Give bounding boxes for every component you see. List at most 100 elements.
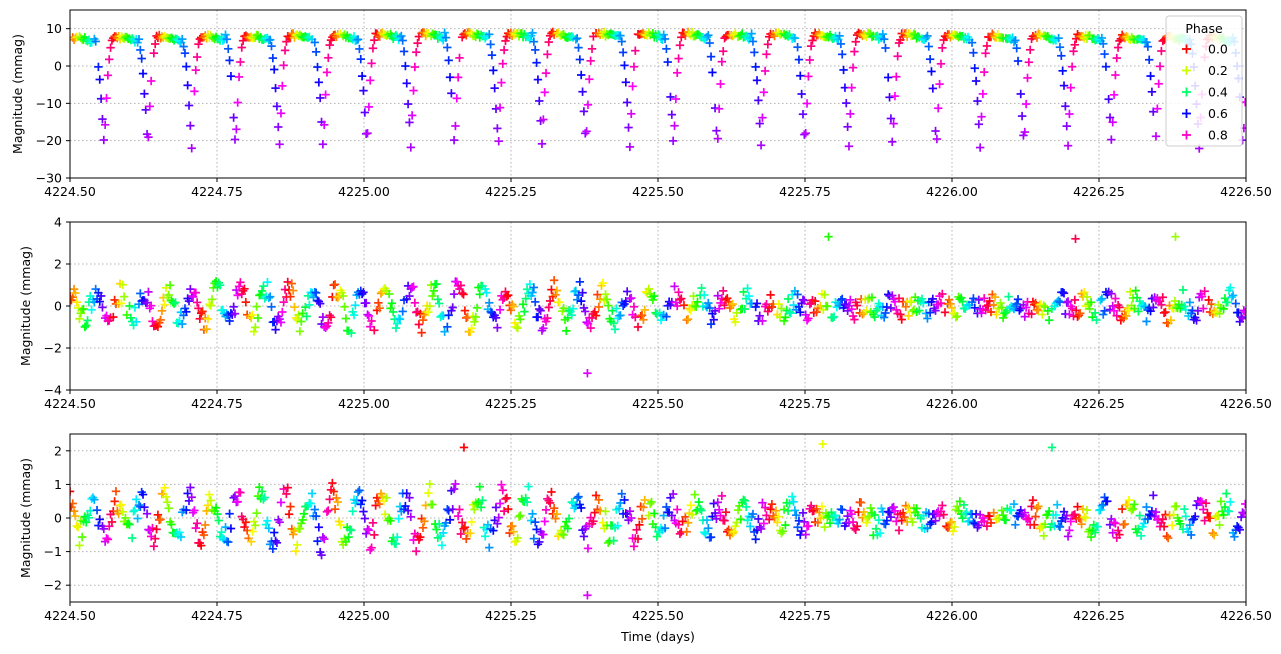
- data-point: [275, 140, 284, 149]
- panel-bottom: 4224.50 4224.75 4225.00 4225.25 4225.50 4225.…: [18, 433, 1272, 644]
- data-point: [696, 504, 705, 514]
- data-point: [1062, 298, 1071, 307]
- data-point: [760, 503, 770, 512]
- data-point: [568, 304, 578, 313]
- data-point: [125, 301, 134, 311]
- data-point: [760, 66, 770, 76]
- data-point: [650, 509, 659, 518]
- data-point: [508, 521, 517, 531]
- data-point: [397, 31, 406, 41]
- data-point: [529, 283, 539, 292]
- data-point: [770, 513, 779, 522]
- data-point: [1199, 304, 1208, 313]
- data-point: [1196, 496, 1205, 506]
- data-point: [199, 530, 209, 540]
- data-point: [759, 88, 768, 97]
- data-point: [892, 517, 901, 526]
- data-point: [875, 528, 885, 538]
- data-point: [825, 518, 835, 528]
- data-point: [344, 532, 353, 542]
- data-point: [229, 302, 238, 311]
- data-point: [1168, 521, 1177, 530]
- data-point: [794, 55, 804, 64]
- data-point: [148, 523, 157, 533]
- data-point: [425, 302, 434, 311]
- data-point: [248, 310, 257, 320]
- data-point: [706, 532, 716, 542]
- data-point: [149, 48, 159, 58]
- data-point: [1147, 506, 1157, 516]
- legend-label: 0.0: [1208, 42, 1228, 57]
- data-point: [793, 290, 802, 299]
- data-point: [549, 276, 559, 285]
- data-point: [164, 290, 173, 300]
- data-point: [727, 301, 736, 310]
- data-point: [364, 525, 374, 535]
- data-point: [225, 316, 234, 326]
- data-point: [1028, 496, 1038, 505]
- data-point: [1126, 287, 1135, 296]
- data-point: [445, 515, 455, 524]
- data-point: [1105, 113, 1115, 122]
- data-point: [631, 312, 640, 322]
- data-point: [779, 505, 789, 514]
- data-point: [631, 46, 640, 55]
- data-point: [549, 503, 559, 513]
- data-point: [881, 520, 890, 529]
- data-point: [267, 41, 276, 51]
- data-point: [997, 303, 1007, 312]
- data-point: [535, 96, 544, 106]
- data-point: [702, 515, 712, 525]
- data-point: [310, 38, 319, 47]
- data-point: [341, 537, 351, 547]
- data-point: [980, 67, 989, 77]
- data-point: [1097, 501, 1107, 510]
- data-point: [640, 495, 649, 505]
- data-point: [578, 87, 587, 96]
- data-point: [226, 71, 236, 81]
- data-point: [705, 303, 714, 313]
- data-point: [801, 128, 810, 138]
- data-point: [103, 71, 113, 80]
- data-point: [1104, 95, 1113, 104]
- data-point: [835, 31, 844, 41]
- data-point: [156, 515, 165, 524]
- data-point: [944, 295, 954, 304]
- data-point: [95, 75, 104, 84]
- data-point: [673, 68, 682, 78]
- data-point: [848, 63, 858, 72]
- data-point: [126, 313, 136, 323]
- data-point: [345, 525, 355, 534]
- data-point: [594, 495, 603, 505]
- data-point: [1151, 132, 1161, 141]
- data-point: [433, 295, 443, 304]
- data-point: [380, 510, 390, 519]
- x-tick-label: 4224.50: [44, 184, 96, 199]
- data-point: [1108, 301, 1117, 311]
- data-point: [306, 499, 315, 508]
- data-point: [360, 108, 370, 117]
- data-point: [1109, 90, 1119, 100]
- data-point: [509, 527, 518, 536]
- data-point: [622, 287, 632, 296]
- data-point: [947, 303, 956, 313]
- data-point: [315, 93, 325, 103]
- x-tick-label: 4225.00: [338, 608, 390, 623]
- data-point: [184, 296, 194, 306]
- data-point: [268, 53, 278, 63]
- data-point: [326, 313, 336, 322]
- data-point: [801, 530, 810, 539]
- data-point: [618, 301, 628, 310]
- data-point: [1135, 511, 1144, 520]
- data-point: [455, 53, 464, 63]
- data-point: [198, 307, 207, 316]
- data-point: [485, 298, 494, 307]
- data-point: [336, 520, 345, 530]
- data-point: [349, 310, 359, 320]
- data-point: [687, 510, 697, 519]
- data-point: [838, 50, 847, 59]
- data-point: [134, 500, 144, 510]
- data-point: [813, 518, 823, 527]
- data-point: [754, 514, 763, 524]
- data-point: [686, 501, 695, 510]
